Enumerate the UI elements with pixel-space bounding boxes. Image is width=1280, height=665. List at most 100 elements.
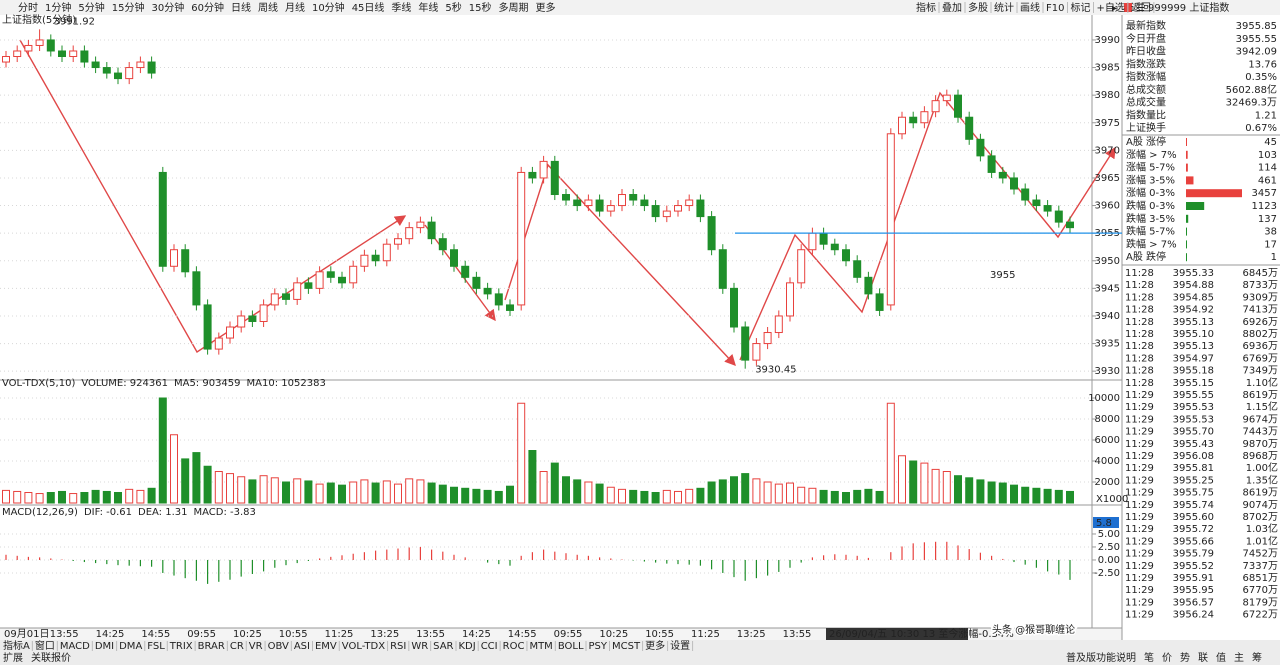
period-tab[interactable]: 1分钟	[45, 1, 71, 14]
tick-price: 3955.53	[1173, 414, 1214, 425]
menu-icon: ☰	[1136, 3, 1145, 14]
period-tab[interactable]: 周线	[258, 1, 278, 14]
indicator-tab[interactable]: MCST	[612, 641, 641, 652]
indicator-tab[interactable]: OBV	[268, 641, 289, 652]
candle-body	[730, 287, 738, 328]
indicator-tab[interactable]: 指标A	[3, 639, 30, 652]
breadth-value: 1	[1271, 252, 1277, 263]
indicator-tab[interactable]: 更多	[645, 639, 665, 652]
tool-button[interactable]: 画线	[1020, 1, 1040, 14]
indicator-tab[interactable]: EMV	[315, 641, 337, 652]
period-tab[interactable]: 年线	[418, 1, 438, 14]
indicator-tab[interactable]: TRIX	[169, 641, 193, 652]
candle-body	[214, 337, 223, 350]
indicator-tab[interactable]: CR	[230, 641, 244, 652]
candle-body	[1043, 205, 1052, 212]
candle-body	[371, 254, 380, 262]
period-tab[interactable]: 60分钟	[191, 1, 224, 14]
time-label: 13:55	[416, 629, 445, 640]
volume-bar	[427, 482, 436, 504]
indicator-tab[interactable]: VR	[249, 641, 263, 652]
indicator-tab[interactable]: BRAR	[198, 641, 225, 652]
bottom-link[interactable]: 关联报价	[31, 651, 71, 664]
candle-body	[662, 210, 671, 218]
period-tab[interactable]: 更多	[536, 1, 556, 14]
period-tab[interactable]: 分时	[18, 2, 38, 14]
breadth-value: 461	[1258, 175, 1277, 186]
tick-price: 3954.92	[1173, 305, 1214, 316]
breadth-bar	[1186, 138, 1187, 146]
indicator-tab[interactable]: FSL	[147, 641, 165, 652]
indicator-tab[interactable]: VOL-TDX	[342, 641, 385, 652]
indicator-tab[interactable]: ROC	[503, 641, 525, 652]
indicator-tab[interactable]: 设置	[670, 640, 690, 652]
bottom-button[interactable]: 笔	[1144, 651, 1154, 664]
indicator-tab[interactable]: KDJ	[458, 641, 475, 652]
breadth-value: 38	[1264, 227, 1277, 238]
time-label: 11:25	[325, 629, 354, 640]
bottom-link[interactable]: 扩展	[3, 651, 23, 664]
tool-button[interactable]: 叠加	[942, 2, 962, 14]
bottom-button[interactable]: 价	[1162, 652, 1172, 664]
candle-body	[181, 249, 190, 273]
period-tab[interactable]: 5分钟	[78, 1, 104, 14]
bottom-button[interactable]: 主	[1234, 652, 1244, 664]
bottom-button[interactable]: 联	[1198, 652, 1208, 664]
indicator-tab[interactable]: RSI	[390, 641, 406, 652]
tool-button[interactable]: 返回	[1131, 2, 1151, 14]
volume-bar	[606, 486, 615, 504]
candle-body	[405, 227, 414, 240]
y-tick-label: 3945	[1095, 283, 1120, 294]
volume-bar	[763, 481, 772, 504]
tool-button[interactable]: +自选	[1096, 1, 1124, 14]
indicator-tab[interactable]: ASI	[294, 641, 310, 652]
bottom-button[interactable]: 筹	[1252, 651, 1262, 664]
tick-price: 3955.43	[1173, 439, 1214, 450]
bottom-button[interactable]: 值	[1216, 651, 1226, 664]
indicator-tab[interactable]: WR	[411, 641, 428, 652]
period-tab[interactable]: 30分钟	[151, 1, 184, 14]
tick-price: 3954.85	[1173, 292, 1214, 303]
period-tab[interactable]: 15分钟	[112, 1, 145, 14]
bottom-button[interactable]: 势	[1180, 651, 1190, 664]
tick-volume: 7443万	[1243, 427, 1278, 438]
tick-time: 11:29	[1125, 597, 1154, 608]
period-tab[interactable]: 多周期	[499, 1, 529, 14]
breadth-bar	[1186, 227, 1187, 236]
tool-button[interactable]: 多股	[968, 1, 988, 14]
candle-body	[606, 205, 615, 212]
breadth-bar	[1186, 253, 1187, 262]
period-tab[interactable]: 季线	[391, 1, 411, 14]
candle-body	[539, 160, 548, 179]
tool-button[interactable]: 指标	[916, 1, 936, 14]
period-tab[interactable]: 月线	[285, 1, 305, 14]
volume-bar	[158, 397, 167, 504]
indicator-tab[interactable]: CCI	[481, 641, 498, 652]
indicator-tab[interactable]: DMA	[119, 641, 142, 652]
indicator-tab[interactable]: 窗口	[35, 639, 55, 652]
toolbar-bg	[0, 0, 1280, 15]
quote-label: 指数涨跌	[1126, 57, 1166, 70]
indicator-tab[interactable]: MACD	[60, 641, 90, 652]
tool-button[interactable]: 标记	[1070, 2, 1090, 14]
period-tab[interactable]: 45日线	[352, 1, 385, 14]
quote-value: 0.35%	[1245, 72, 1277, 83]
period-tab[interactable]: 10分钟	[312, 1, 345, 14]
volume-bar	[942, 471, 951, 504]
bottom-button[interactable]: 普及版功能说明	[1066, 651, 1136, 664]
candle-body	[472, 276, 481, 289]
period-tab[interactable]: 日线	[231, 1, 251, 14]
indicator-tab[interactable]: MTM	[529, 641, 552, 652]
candle-body	[248, 315, 257, 322]
tick-volume: 8802万	[1243, 329, 1278, 340]
indicator-tab[interactable]: SAR	[433, 641, 453, 652]
tool-button[interactable]: 统计	[994, 1, 1014, 14]
period-tab[interactable]: 5秒	[445, 1, 461, 14]
period-tab[interactable]: 15秒	[469, 1, 492, 14]
breadth-bar	[1186, 176, 1194, 185]
tool-button[interactable]: F10	[1046, 3, 1064, 14]
tick-price: 3955.55	[1173, 390, 1214, 401]
indicator-tab[interactable]: BOLL	[558, 641, 584, 652]
indicator-tab[interactable]: DMI	[95, 641, 114, 652]
indicator-tab[interactable]: PSY	[589, 641, 608, 652]
